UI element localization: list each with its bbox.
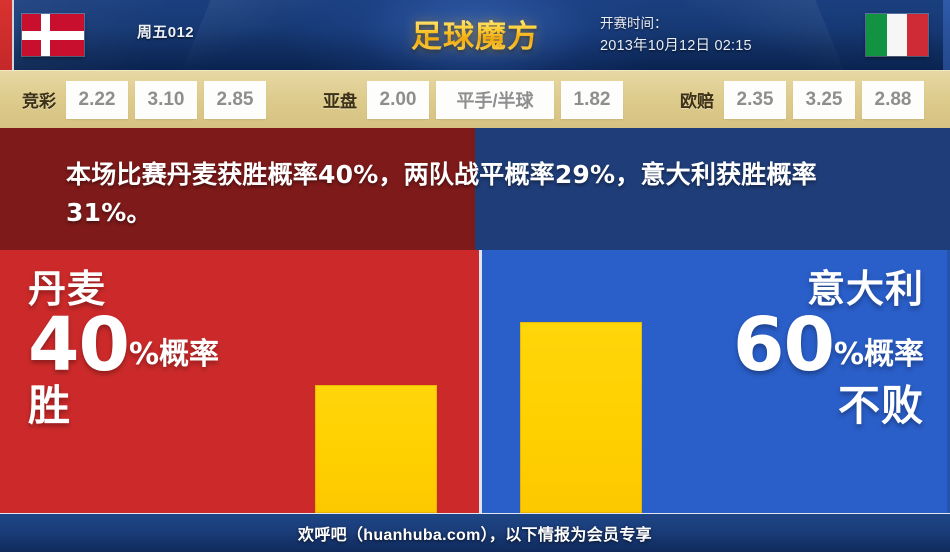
odds-group-label: 欧赔 <box>680 92 714 111</box>
away-panel-right-edge <box>947 250 950 513</box>
odds-cell-euro-away[interactable]: 2.88 <box>862 80 924 119</box>
home-team-panel: 丹麦 40 %概率 胜 <box>0 250 475 513</box>
kickoff-value: 2013年10月12日 02:15 <box>600 38 752 55</box>
footer-promo-text[interactable]: 欢呼吧（huanhuba.com），以下情报为会员专享 <box>298 527 652 544</box>
home-probability-value: 40 <box>28 301 130 388</box>
away-probability-value: 60 <box>732 301 835 388</box>
summary-banner-left-half <box>0 128 475 250</box>
home-team-name: 丹麦 <box>28 267 107 311</box>
odds-cell-euro-draw[interactable]: 3.25 <box>793 80 855 119</box>
panel-divider-red <box>475 250 479 513</box>
kickoff-label: 开赛时间： <box>600 16 668 31</box>
odds-group-jingcai: 竞彩 2.22 3.10 2.85 <box>22 80 266 119</box>
header-left-white-line <box>12 0 14 70</box>
away-probability-bar <box>520 322 642 513</box>
odds-cell-away-win[interactable]: 2.85 <box>204 80 266 119</box>
odds-group-european: 欧赔 2.35 3.25 2.88 <box>680 80 924 119</box>
probability-panels: 丹麦 40 %概率 胜 意大利 60 %概率 不败 <box>0 250 950 513</box>
panel-divider-white <box>479 250 482 513</box>
italy-flag-icon <box>866 14 928 56</box>
footer-bar: 欢呼吧（huanhuba.com），以下情报为会员专享 <box>0 513 950 552</box>
odds-cell-handicap-line[interactable]: 平手/半球 <box>436 80 554 119</box>
summary-banner-right-half <box>475 128 950 250</box>
away-probability-unit: %概率 <box>833 336 924 372</box>
odds-cell-draw[interactable]: 3.10 <box>135 80 197 119</box>
odds-cell-handicap-away[interactable]: 1.82 <box>561 80 623 119</box>
away-team-name: 意大利 <box>806 267 924 311</box>
home-stat-block: 丹麦 40 %概率 胜 <box>28 270 219 428</box>
header-left-red-stripe <box>0 0 12 70</box>
away-verdict: 不败 <box>837 380 924 430</box>
summary-banner-background <box>0 128 950 250</box>
match-header: 周五012 足球魔方 开赛时间： 2013年10月12日 02:15 <box>0 0 950 70</box>
header-right-blue-stripe <box>943 0 950 70</box>
away-stat-block: 意大利 60 %概率 不败 <box>733 270 924 428</box>
kickoff-time-block: 开赛时间： 2013年10月12日 02:15 <box>600 13 835 59</box>
odds-cell-handicap-home[interactable]: 2.00 <box>367 80 429 119</box>
away-team-panel: 意大利 60 %概率 不败 <box>475 250 950 513</box>
odds-bar: 竞彩 2.22 3.10 2.85 亚盘 2.00 平手/半球 1.82 欧赔 … <box>0 70 950 128</box>
odds-group-label: 竞彩 <box>22 92 56 111</box>
home-probability-unit: %概率 <box>128 336 220 372</box>
round-label: 周五012 <box>137 24 195 41</box>
denmark-flag-cross-horizontal <box>22 31 84 40</box>
denmark-flag-icon <box>22 14 84 56</box>
home-verdict: 胜 <box>28 380 72 430</box>
summary-text: 本场比赛丹麦获胜概率40%，两队战平概率29%，意大利获胜概率31%。 <box>66 160 817 227</box>
odds-group-asian-handicap: 亚盘 2.00 平手/半球 1.82 <box>323 80 623 119</box>
odds-cell-home-win[interactable]: 2.22 <box>66 80 128 119</box>
odds-cell-euro-home[interactable]: 2.35 <box>724 80 786 119</box>
site-logo[interactable]: 足球魔方 <box>411 11 539 56</box>
odds-group-label: 亚盘 <box>323 92 357 111</box>
home-probability-bar <box>315 385 437 513</box>
